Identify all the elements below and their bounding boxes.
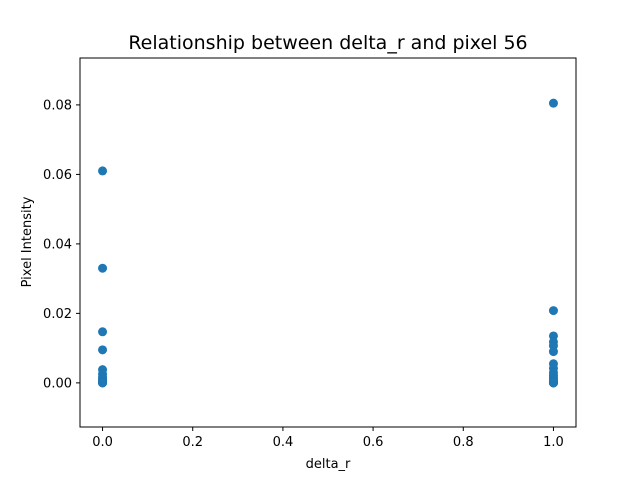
scatter-point [548,98,558,108]
scatter-point [548,378,558,388]
scatter-point [548,306,558,316]
scatter-point [98,378,108,388]
x-tick-label: 1.0 [543,435,564,450]
y-axis-label: Pixel Intensity [20,196,35,287]
data-points [98,98,558,388]
y-tick-label: 0.04 [43,237,72,252]
x-tick-label: 0.4 [273,435,294,450]
scatter-point [98,263,108,273]
y-axis-ticks: 0.00 0.02 0.04 0.06 0.08 [43,98,80,391]
plot-area [79,57,577,428]
chart-title: Relationship between delta_r and pixel 5… [128,32,527,54]
y-tick-label: 0.02 [43,307,72,322]
x-axis-label: delta_r [306,457,351,472]
scatter-point [98,345,108,355]
x-tick-label: 0.6 [363,435,384,450]
x-tick-label: 0.0 [92,435,113,450]
scatter-point [548,347,558,357]
y-tick-label: 0.06 [43,168,72,183]
y-tick-label: 0.00 [43,376,72,391]
x-tick-label: 0.2 [182,435,203,450]
y-tick-label: 0.08 [43,98,72,113]
plot-frame [79,57,577,428]
x-axis-ticks: 0.0 0.2 0.4 0.6 0.8 1.0 [92,427,564,450]
scatter-point [98,327,108,337]
x-tick-label: 0.8 [453,435,474,450]
scatter-point [98,166,108,176]
